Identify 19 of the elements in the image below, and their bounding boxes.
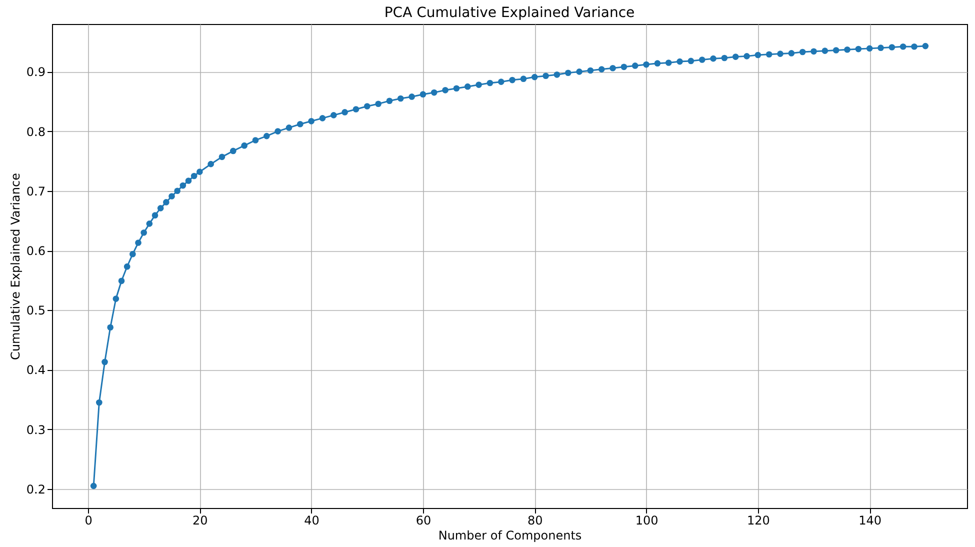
y-tick-label: 0.8 <box>26 124 46 139</box>
x-tick-label: 60 <box>416 514 432 528</box>
x-axis-title: Number of Components <box>438 528 582 542</box>
x-tick-label: 100 <box>635 514 658 528</box>
y-tick-label: 0.9 <box>26 65 46 80</box>
x-tick-label: 120 <box>746 514 770 528</box>
y-tick-label: 0.2 <box>26 482 46 496</box>
x-tick-label: 20 <box>192 514 208 528</box>
x-tick-label: 40 <box>304 514 320 528</box>
y-tick-label: 0.6 <box>26 244 46 258</box>
y-tick-label: 0.7 <box>26 184 46 198</box>
x-tick-label: 0 <box>84 514 92 528</box>
y-tick-label: 0.4 <box>26 363 46 378</box>
x-tick-label: 80 <box>527 514 543 528</box>
y-axis-title: Cumulative Explained Variance <box>8 173 22 360</box>
chart-title: PCA Cumulative Explained Variance <box>384 5 635 21</box>
y-tick-label: 0.3 <box>26 422 46 437</box>
y-tick-label: 0.5 <box>26 304 46 318</box>
x-tick-label: 140 <box>858 514 882 528</box>
